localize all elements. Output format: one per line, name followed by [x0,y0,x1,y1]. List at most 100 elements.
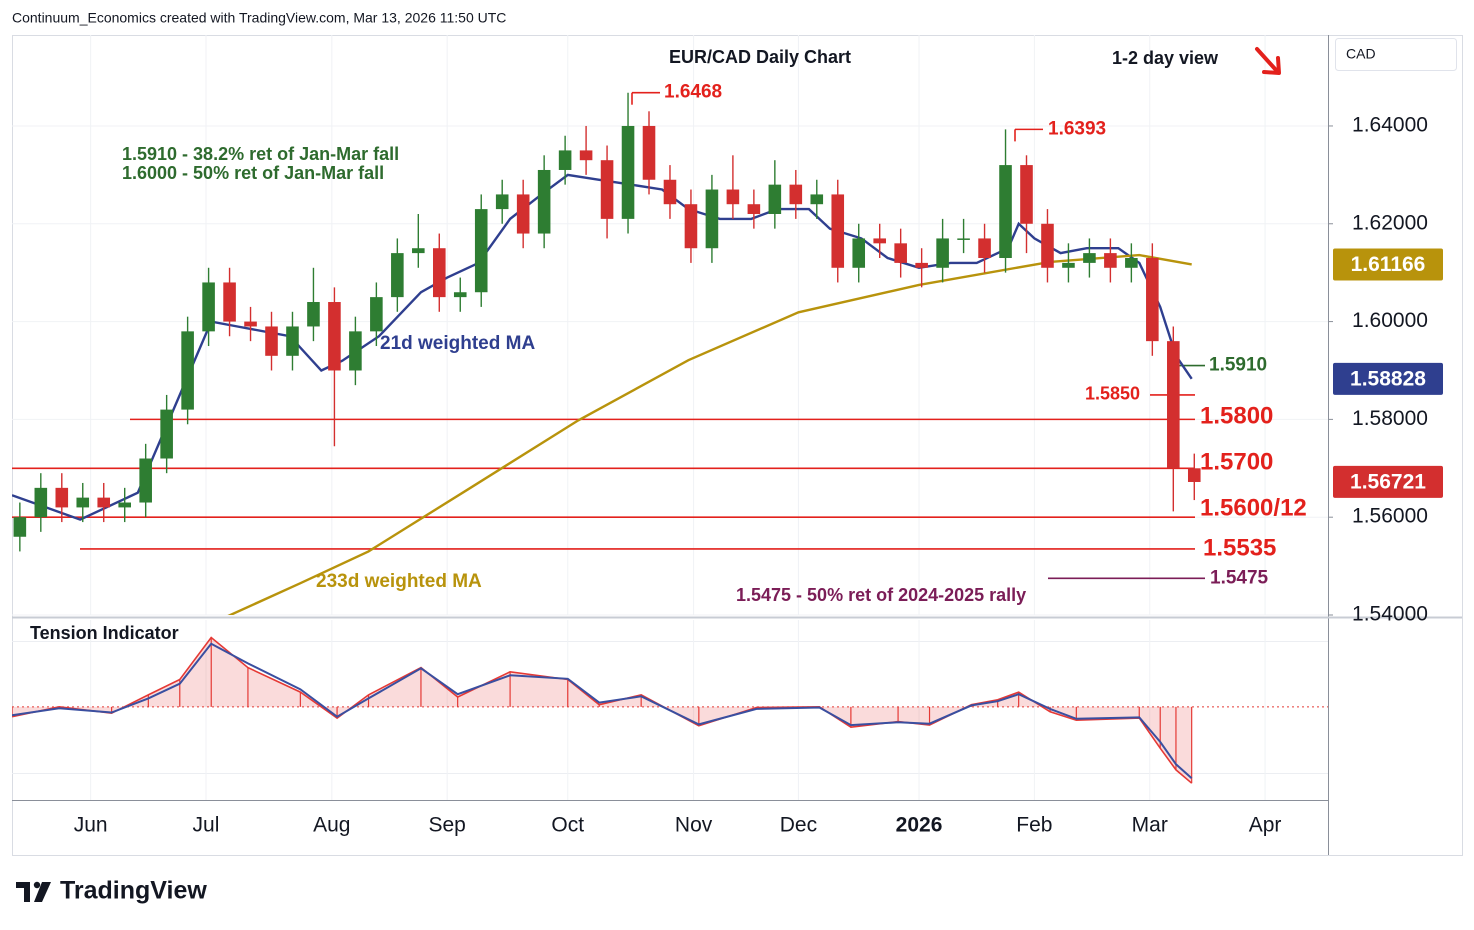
level-label: 1.5910 [1209,355,1267,376]
candle-body [747,204,761,214]
indicator-pane [12,636,1328,784]
y-tick-label: 1.54000 [1352,603,1428,626]
y-tick-label: 1.58000 [1352,407,1428,430]
candle-body [978,238,991,259]
candle-body [244,321,257,327]
candle-body [1125,258,1138,268]
level-label: 1.6393 [1048,118,1106,139]
candle-body [516,194,530,234]
candle-body [852,238,866,268]
level-layer [12,91,1205,580]
candle-body [370,297,383,332]
footer-brand: TradingView [60,877,207,905]
currency-box [1335,38,1457,71]
candle-body [412,248,425,254]
footer-logo [16,881,51,902]
indicator-line [12,636,1193,784]
annotation: 1.5475 - 50% ret of 2024-2025 rally [736,585,1026,605]
candle-body [474,209,488,293]
label-layer: Jun Jul Aug Sep Oct Nov Dec 2026 Feb Mar Apr 1.5400… [74,82,1443,837]
x-tick-label: Aug [313,814,350,837]
indicator-line [12,642,1193,780]
candle-body [202,282,215,332]
candle-body [936,238,949,268]
price-tag [1333,248,1443,281]
direction-arrow [1255,47,1281,75]
level-label: 1.6468 [664,82,722,103]
candle-body [873,238,886,244]
level-label: 1.5700 [1200,449,1273,476]
chart-subtitle: 1-2 day view [1112,48,1219,68]
x-tick-label: Sep [428,814,465,837]
x-tick-label: Dec [780,814,817,837]
moving-average [227,253,1192,615]
candle-body [1041,223,1054,268]
price-tag-label: 1.58828 [1350,367,1426,390]
candle-body [453,292,467,298]
header: Continuum_Economics created with Trading… [12,10,506,26]
price-tag [1333,465,1443,498]
candle-body [495,194,509,210]
candle-body [558,150,572,170]
candle-body [1187,468,1201,482]
candle-body [160,409,173,459]
chart-title: EUR/CAD Daily Chart [669,47,851,67]
candle-body [432,248,446,298]
candle-body [957,238,970,240]
candle-body [810,194,824,205]
indicator-title: Tension Indicator [30,623,179,643]
candle-body [1020,165,1033,224]
price-tag-label: 1.61166 [1351,253,1426,276]
candle-body [223,282,236,322]
candle-body [1083,253,1096,263]
candle-body [726,189,740,205]
price-tag [1333,362,1443,395]
level-label: 1.5475 [1210,567,1269,588]
annotation: 1.5910 - 38.2% ret of Jan-Mar fall [122,144,399,164]
candle-body [97,497,111,508]
candle-body [768,184,782,214]
price-pane [12,92,1201,615]
candle-body [139,458,152,503]
candle-body [181,331,194,410]
candle-body [789,184,803,205]
candle-body [831,194,845,268]
candle-body [537,169,551,234]
histogram-area [12,637,1192,784]
candle-body [705,189,719,249]
candle-body [118,502,131,508]
chart-frame [12,35,1463,856]
level-label: 1.5850 [1085,384,1140,404]
x-tick-label: 2026 [896,814,943,837]
candle-body [642,125,656,180]
candle-body [579,150,593,161]
x-tick-label: Nov [675,814,713,837]
candle-body [13,517,27,537]
x-tick-label: Apr [1249,814,1282,837]
y-tick-label: 1.56000 [1352,505,1428,528]
candle-body [1167,341,1180,469]
level-label: 1.5800 [1200,403,1273,430]
candle-body [621,125,635,219]
x-tick-label: Oct [551,814,584,837]
candle-body [286,326,299,356]
candle-body [34,487,48,518]
ma-label: 21d weighted MA [380,333,535,354]
candle-body [915,262,928,268]
y-tick-label: 1.60000 [1352,309,1428,332]
level-label: 1.5600/12 [1200,495,1307,522]
price-tag-label: 1.56721 [1350,470,1426,493]
candle-body [663,179,677,205]
candle-body [265,326,278,356]
candle-body [307,302,320,327]
candle-body [684,204,698,249]
candle-body [349,331,362,371]
candle-body [1104,253,1117,268]
annotation: 1.6000 - 50% ret of Jan-Mar fall [122,163,384,183]
level-label: 1.5535 [1203,534,1276,561]
candle-body [600,160,614,219]
x-tick-label: Jun [74,814,108,837]
